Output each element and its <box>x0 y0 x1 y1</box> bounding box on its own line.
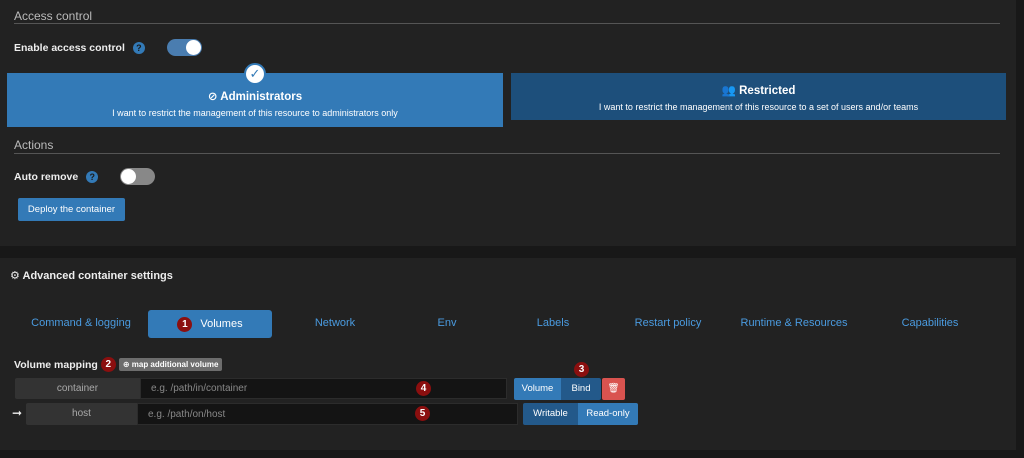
access-control-toggle[interactable] <box>166 39 202 56</box>
advanced-title: ⚙ Advanced container settings <box>10 270 173 282</box>
map-additional-volume-button[interactable]: ⊕ map additional volume <box>118 358 223 371</box>
users-icon: 👥 <box>721 85 740 97</box>
option-title: Administrators <box>220 91 303 103</box>
arrow-right-icon: ➞ <box>12 406 23 420</box>
help-icon[interactable]: ? <box>86 170 99 183</box>
volume-mapping-label: Volume mapping <box>14 358 98 371</box>
tab-restart-policy[interactable]: Restart policy <box>634 317 702 329</box>
auto-remove-label: Auto remove <box>14 170 79 183</box>
tab-network[interactable]: Network <box>314 317 356 329</box>
step-badge: 3 <box>574 362 589 377</box>
tab-volumes[interactable]: 1 Volumes <box>148 310 272 338</box>
tab-runtime-resources[interactable]: Runtime & Resources <box>740 317 848 329</box>
auto-remove-toggle[interactable] <box>120 168 156 185</box>
step-badge: 2 <box>100 357 116 372</box>
host-path-input[interactable] <box>137 403 518 425</box>
read-only-button[interactable]: Read-only <box>578 403 638 425</box>
bind-type-button[interactable]: Bind <box>561 378 601 400</box>
help-icon[interactable]: ? <box>132 41 145 54</box>
writable-button[interactable]: Writable <box>523 403 578 425</box>
tab-volumes-label: Volumes <box>200 318 243 330</box>
tab-command-logging[interactable]: Command & logging <box>31 317 131 329</box>
container-label: container <box>15 378 140 399</box>
tab-labels[interactable]: Labels <box>536 317 570 329</box>
deploy-button[interactable]: Deploy the container <box>18 198 125 221</box>
plus-circle-icon: ⊕ <box>122 360 132 369</box>
option-desc: I want to restrict the management of thi… <box>112 108 398 118</box>
step-badge: 1 <box>177 316 193 332</box>
volume-type-button[interactable]: Volume <box>514 378 561 400</box>
step-badge: 5 <box>415 406 430 421</box>
eye-slash-icon: ⊘ <box>207 91 221 103</box>
actions-title: Actions <box>14 138 54 152</box>
step-badge: 4 <box>416 381 431 396</box>
option-title: Restricted <box>739 85 796 97</box>
host-label: host <box>26 403 137 425</box>
gear-icon: ⚙ <box>10 270 23 282</box>
access-panel: Access control Enable access control ? ⊘… <box>7 9 1006 221</box>
access-control-title: Access control <box>14 9 93 23</box>
restricted-option[interactable]: 👥 Restricted I want to restrict the mana… <box>511 73 1006 120</box>
enable-access-label: Enable access control <box>14 41 125 54</box>
container-path-input[interactable] <box>140 378 507 399</box>
option-desc: I want to restrict the management of thi… <box>598 102 919 112</box>
divider <box>14 23 1000 24</box>
divider <box>14 153 1000 154</box>
tab-env[interactable]: Env <box>437 317 457 329</box>
check-icon: ✓ <box>244 63 266 85</box>
trash-icon[interactable]: 🗑 <box>602 378 625 400</box>
tab-capabilities[interactable]: Capabilities <box>901 317 959 329</box>
